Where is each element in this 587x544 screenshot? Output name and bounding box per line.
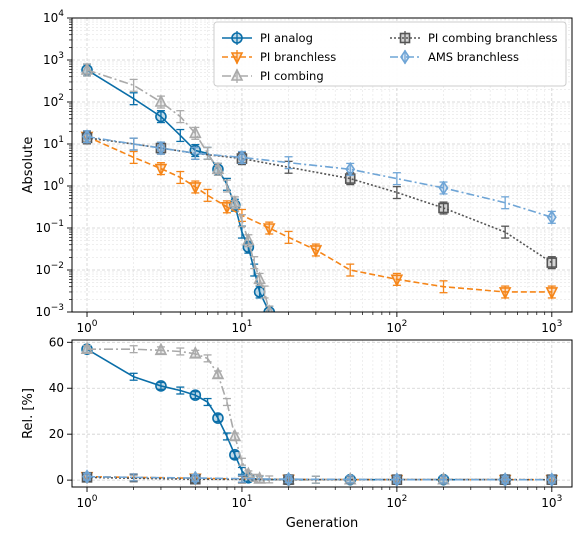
- legend-label: PI branchless: [260, 50, 336, 64]
- x-tick-label: 103: [541, 494, 562, 510]
- data-area: [80, 62, 559, 312]
- series-pi-branchless: [80, 130, 559, 300]
- data-area: [80, 341, 559, 487]
- plot-frame: [71, 17, 573, 313]
- panel-bottom: 100 101 102 103 0 20 40 60 Rel. [%] Generation: [21, 335, 573, 531]
- y-tick-label: 10−1: [35, 219, 64, 235]
- data-point: [211, 161, 225, 175]
- y-tick-label: 40: [49, 381, 64, 395]
- series-pi-analog: [81, 343, 511, 486]
- x-tick-label: 101: [231, 494, 252, 510]
- data-point: [236, 149, 247, 165]
- legend-entry-pi-combing: PI combing: [222, 68, 324, 83]
- data-point: [154, 94, 168, 107]
- data-point: [82, 129, 92, 145]
- data-point: [283, 471, 294, 487]
- y-tick-label: 0: [56, 473, 64, 487]
- data-point: [498, 287, 512, 300]
- data-point: [82, 469, 92, 485]
- data-point: [190, 470, 201, 486]
- series-ams-branchless: [82, 469, 557, 487]
- legend-entry-pi-analog: PI analog: [222, 31, 313, 45]
- series-line-pi-analog: [86, 348, 506, 481]
- data-point: [265, 304, 274, 312]
- legend-marker: [231, 32, 243, 44]
- y-tick-label: 10−2: [35, 261, 64, 277]
- y-axis-label: Absolute: [21, 137, 36, 194]
- legend-label: PI analog: [260, 31, 313, 45]
- plot-frame: [71, 339, 573, 488]
- legend-label: PI combing: [260, 69, 324, 83]
- data-point: [345, 161, 356, 177]
- legend-label: PI combing branchless: [428, 31, 558, 45]
- data-point: [228, 428, 242, 442]
- data-point: [154, 163, 168, 177]
- data-point: [309, 245, 323, 258]
- data-point: [253, 471, 266, 484]
- data-point: [253, 286, 266, 298]
- data-point: [189, 125, 202, 139]
- x-tick-label: 102: [386, 319, 407, 335]
- legend-label: AMS branchless: [428, 50, 519, 64]
- data-point: [438, 202, 449, 214]
- legend-entry-ams-branchless: AMS branchless: [390, 49, 519, 65]
- data-point: [212, 412, 224, 424]
- data-point: [500, 472, 511, 487]
- y-tick-label: 102: [43, 93, 64, 109]
- y-tick-label: 60: [49, 335, 64, 349]
- y-tick-label: 103: [43, 51, 64, 67]
- panel-top: 100 101 102 103 10−3 10−2 10−1 100 101 102 103 104 A…: [21, 9, 573, 335]
- legend-entry-pi-branchless: PI branchless: [222, 50, 336, 65]
- data-point: [253, 271, 266, 285]
- y-tick-label: 100: [43, 177, 64, 193]
- data-point: [228, 194, 242, 208]
- data-point: [391, 472, 402, 487]
- data-point: [154, 342, 168, 356]
- data-point: [546, 257, 558, 268]
- data-point: [80, 341, 94, 354]
- data-point: [211, 366, 225, 380]
- data-point: [189, 389, 202, 401]
- data-point: [438, 180, 449, 196]
- series-line-pi-branchless: [86, 135, 552, 293]
- legend-marker: [230, 52, 244, 65]
- data-point: [155, 380, 167, 392]
- series-pi-combing: [80, 341, 512, 485]
- series-pi-combing: [80, 62, 274, 312]
- legend-marker: [400, 49, 410, 65]
- y-tick-label: 101: [43, 135, 64, 151]
- legend-box: [213, 21, 567, 87]
- x-axis-label: Generation: [286, 516, 359, 531]
- data-point: [220, 201, 234, 215]
- series-line-pi-combing: [87, 348, 506, 481]
- data-point: [546, 209, 557, 225]
- legend-marker: [399, 32, 411, 44]
- data-point: [546, 472, 557, 487]
- y-tick-label: 104: [43, 9, 64, 25]
- legend-entry-pi-combing-branchless: PI combing branchless: [390, 31, 558, 45]
- y-tick-label: 20: [49, 427, 64, 441]
- data-point: [189, 345, 202, 359]
- data-point: [80, 62, 94, 75]
- series-line-pi-combing-branchless: [86, 476, 552, 481]
- series-line-ams-branchless: [87, 475, 552, 481]
- legend-marker: [230, 68, 244, 81]
- x-tick-label: 100: [77, 319, 98, 335]
- legend: PI analog PI branchless PI combing PI combi…: [213, 21, 567, 87]
- x-tick-label: 102: [386, 494, 407, 510]
- data-point: [189, 182, 202, 195]
- data-point: [155, 140, 166, 156]
- x-tick-label: 101: [231, 319, 252, 335]
- data-point: [262, 223, 276, 236]
- y-tick-label: 10−3: [35, 303, 64, 319]
- x-tick-label: 103: [541, 319, 562, 335]
- data-point: [155, 110, 167, 123]
- y-axis-label: Rel. [%]: [21, 388, 36, 439]
- data-point: [242, 232, 255, 246]
- x-tick-label: 100: [77, 494, 98, 510]
- series-ams-branchless: [82, 129, 557, 225]
- data-point: [545, 287, 559, 300]
- data-point: [390, 274, 404, 288]
